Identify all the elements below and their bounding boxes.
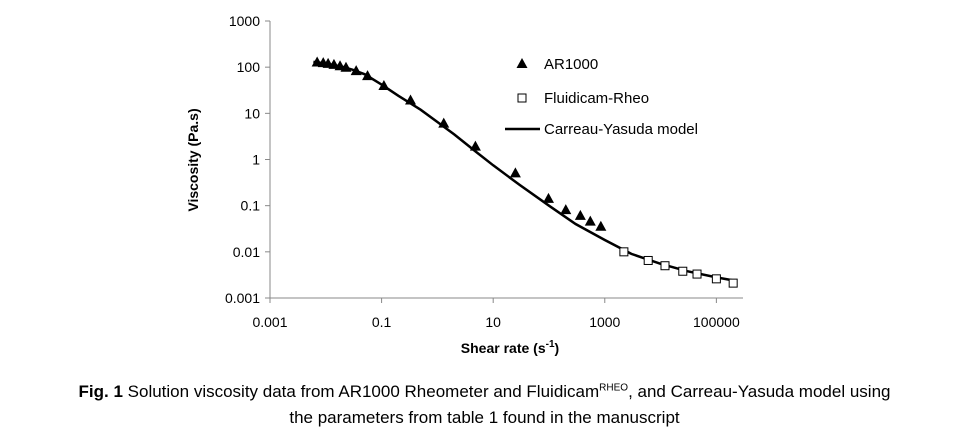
ar1000-point bbox=[509, 167, 521, 178]
tick-labels: 1000 100 10 1 0.1 0.01 0.001 0.001 0.1 10 1000 1000… bbox=[225, 13, 740, 330]
legend-label-1: Fluidicam-Rheo bbox=[544, 90, 649, 107]
caption-text-1: Solution viscosity data from AR1000 Rheo… bbox=[127, 382, 600, 401]
ar1000-point bbox=[469, 140, 481, 151]
y-tick-label: 1000 bbox=[229, 13, 260, 29]
x-tick-label: 100000 bbox=[693, 314, 740, 330]
ar1000-point bbox=[378, 80, 390, 91]
caption-fig-label: Fig. 1 bbox=[78, 382, 123, 401]
ar1000-point bbox=[405, 94, 417, 105]
ar1000-point bbox=[595, 220, 607, 231]
y-tick-label: 10 bbox=[244, 105, 260, 121]
y-tick-label: 100 bbox=[237, 59, 261, 75]
x-tick-label: 10 bbox=[485, 314, 501, 330]
x-tick-label: 0.1 bbox=[372, 314, 392, 330]
fluidicam-point bbox=[711, 274, 721, 284]
y-axis-title: Viscosity (Pa.s) bbox=[185, 108, 201, 211]
ar1000-point bbox=[438, 117, 450, 128]
legend-triangle-icon bbox=[516, 58, 528, 68]
ar1000-point bbox=[542, 192, 554, 203]
caption-line-1: Fig. 1 Solution viscosity data from AR10… bbox=[0, 379, 969, 405]
fluidicam-point bbox=[678, 266, 688, 276]
legend-label-2: Carreau-Yasuda model bbox=[544, 121, 698, 138]
fluidicam-point bbox=[619, 247, 629, 257]
fluidicam-point bbox=[692, 269, 702, 279]
y-tick-label: 0.001 bbox=[225, 290, 260, 306]
legend: AR1000 Fluidicam-Rheo Carreau-Yasuda model bbox=[505, 56, 698, 138]
caption-line-2: the parameters from table 1 found in the… bbox=[289, 408, 680, 427]
caption-superscript: RHEO bbox=[599, 382, 629, 394]
x-axis-title: Shear rate (s-1) bbox=[461, 339, 559, 356]
legend-label-0: AR1000 bbox=[544, 56, 598, 73]
viscosity-chart: 1000 100 10 1 0.1 0.01 0.001 0.001 0.1 10 1000 1000… bbox=[185, 13, 743, 356]
ar1000-point bbox=[340, 61, 352, 72]
data-markers bbox=[311, 56, 738, 288]
x-tick-label: 1000 bbox=[589, 314, 620, 330]
caption-text-2: , and Carreau-Yasuda model using bbox=[628, 382, 891, 401]
ar1000-point bbox=[584, 215, 596, 226]
ar1000-point bbox=[560, 204, 572, 215]
fluidicam-point bbox=[660, 261, 670, 271]
ar1000-point bbox=[362, 70, 374, 81]
fluidicam-point bbox=[728, 278, 738, 288]
y-tick-label: 1 bbox=[252, 152, 260, 168]
y-tick-label: 0.1 bbox=[241, 198, 261, 214]
ar1000-point bbox=[574, 209, 586, 220]
figure-caption: Fig. 1 Solution viscosity data from AR10… bbox=[0, 379, 969, 431]
y-tick-label: 0.01 bbox=[233, 244, 260, 260]
ar1000-point bbox=[350, 65, 362, 76]
fluidicam-point bbox=[643, 255, 653, 265]
legend-square-icon bbox=[517, 93, 527, 103]
x-tick-label: 0.001 bbox=[252, 314, 287, 330]
plot-axes bbox=[265, 20, 743, 303]
